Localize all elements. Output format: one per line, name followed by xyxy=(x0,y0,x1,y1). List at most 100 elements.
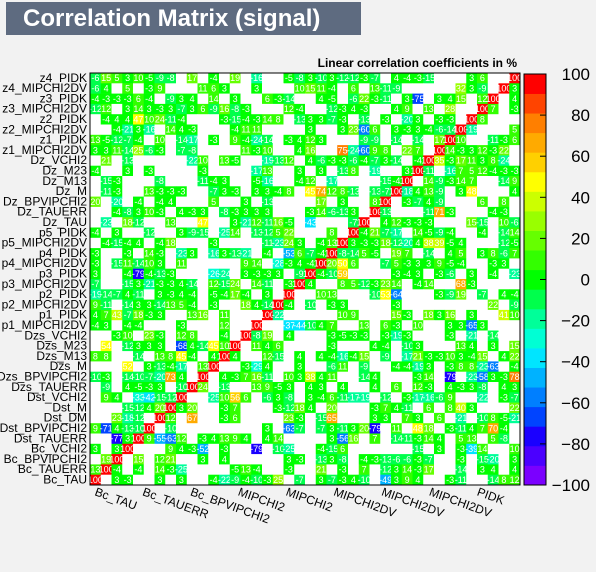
cell-value-label: 2 xyxy=(147,465,152,475)
cell-value-label: 1 xyxy=(211,156,216,166)
cell-value-label: 41 xyxy=(499,310,509,320)
cell-value-label: 2 xyxy=(168,135,173,145)
heatmap-cell xyxy=(315,258,327,269)
heatmap-cell xyxy=(305,351,317,362)
heatmap-cell xyxy=(348,73,360,84)
cell-value-label: 3 xyxy=(179,94,184,104)
cell-value-label: 2 xyxy=(114,156,119,166)
heatmap-cell xyxy=(90,351,102,362)
heatmap-cell xyxy=(369,73,381,84)
cell-value-label: 2 xyxy=(501,269,506,279)
heatmap-cell xyxy=(229,382,241,393)
heatmap-cell xyxy=(240,165,252,177)
heatmap-cell xyxy=(455,145,467,156)
cell-value-label: -1 xyxy=(145,475,153,485)
heatmap-cell xyxy=(197,402,209,414)
heatmap-cell xyxy=(412,196,424,208)
cell-value-label: -1 xyxy=(199,320,207,330)
heatmap-cell xyxy=(391,258,403,269)
heatmap-cell xyxy=(111,248,123,259)
heatmap-cell xyxy=(283,165,295,177)
heatmap-cell xyxy=(219,103,231,115)
cell-value-label: -19 xyxy=(89,290,102,300)
cell-value-label: -10 xyxy=(164,423,177,433)
heatmap-cell xyxy=(391,309,403,321)
cell-value-label: -4 xyxy=(134,465,142,475)
cell-value-label: -12 xyxy=(143,228,156,238)
cell-value-label: -10 xyxy=(368,290,381,300)
cell-value-label: -4 xyxy=(296,104,304,114)
cell-value-label: -2 xyxy=(274,413,282,423)
cell-value-label: -2 xyxy=(242,382,250,392)
heatmap-cell xyxy=(326,186,338,197)
cell-value-label: 0 xyxy=(104,331,109,341)
heatmap-cell xyxy=(133,155,145,166)
cell-value-label: -6 xyxy=(435,125,443,135)
cell-value-label: -1 xyxy=(500,444,508,454)
cell-value-label: 3 xyxy=(125,104,130,114)
cell-value-label: 10 xyxy=(219,393,229,403)
heatmap-cell xyxy=(444,124,456,136)
heatmap-cell xyxy=(487,155,499,166)
heatmap-cell xyxy=(208,279,220,290)
heatmap-cell xyxy=(477,114,489,125)
heatmap-cell xyxy=(186,237,198,249)
heatmap-cell xyxy=(455,217,467,228)
cell-value-label: -5 xyxy=(285,217,293,227)
heatmap-cell xyxy=(477,392,489,403)
cell-value-label: 10 xyxy=(413,320,423,330)
heatmap-cell xyxy=(165,371,177,383)
heatmap-cell xyxy=(143,330,155,342)
cell-value-label: -2 xyxy=(91,434,99,444)
heatmap-cell xyxy=(348,227,360,239)
cell-value-label: -1 xyxy=(489,444,497,454)
heatmap-cell xyxy=(391,289,403,300)
heatmap-cell xyxy=(111,134,123,146)
cell-value-label: 25 xyxy=(273,475,283,485)
heatmap-cell xyxy=(294,124,306,136)
heatmap-cell xyxy=(143,299,155,311)
cell-value-label: 9 xyxy=(233,135,238,145)
heatmap-cell xyxy=(251,145,263,156)
cell-value-label: 1 xyxy=(200,145,205,155)
cell-value-label: -1 xyxy=(263,320,271,330)
cell-value-label: -1 xyxy=(328,166,336,176)
heatmap-cell xyxy=(423,279,435,290)
cell-value-label: 12 xyxy=(155,454,165,464)
heatmap-cell xyxy=(262,165,274,177)
heatmap-cell xyxy=(240,196,252,208)
heatmap-cell xyxy=(154,93,166,105)
cell-value-label: -4 xyxy=(210,73,218,83)
heatmap-cell xyxy=(391,206,403,218)
cell-value-label: 0 xyxy=(469,104,474,114)
heatmap-cell xyxy=(90,237,102,249)
heatmap-cell xyxy=(498,227,510,239)
cell-value-label: 2 xyxy=(362,166,367,176)
cell-value-label: 0 xyxy=(405,279,410,289)
cell-value-label: -1 xyxy=(414,290,422,300)
cell-value-label: 14 xyxy=(424,434,434,444)
cell-value-label: -2 xyxy=(435,423,443,433)
cell-value-label: 8 xyxy=(501,475,506,485)
cell-value-label: 15 xyxy=(133,454,143,464)
cell-value-label: 4 xyxy=(114,423,119,433)
heatmap-cell xyxy=(337,330,349,342)
cell-value-label: 13 xyxy=(359,320,369,330)
cell-value-label: 17 xyxy=(434,135,444,145)
cell-value-label: -11 xyxy=(132,290,144,300)
cell-value-label: 2 xyxy=(362,269,367,279)
cell-value-label: 24 xyxy=(284,238,294,248)
cell-value-label: 16 xyxy=(273,217,283,227)
cell-value-label: 3 xyxy=(329,454,334,464)
cell-value-label: -15 xyxy=(422,73,435,83)
heatmap-cell xyxy=(455,279,467,290)
cell-value-label: 8 xyxy=(372,197,377,207)
heatmap-cell xyxy=(358,83,370,94)
cell-value-label: -4 xyxy=(242,475,250,485)
heatmap-cell xyxy=(90,258,102,269)
cell-value-label: 100 xyxy=(346,228,361,238)
heatmap-cell xyxy=(423,371,435,383)
cell-value-label: -3 xyxy=(414,217,422,227)
cell-value-label: 0 xyxy=(104,444,109,454)
cell-value-label: 12 xyxy=(477,166,487,176)
